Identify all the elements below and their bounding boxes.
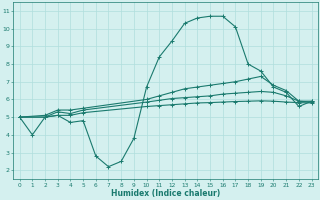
X-axis label: Humidex (Indice chaleur): Humidex (Indice chaleur): [111, 189, 220, 198]
